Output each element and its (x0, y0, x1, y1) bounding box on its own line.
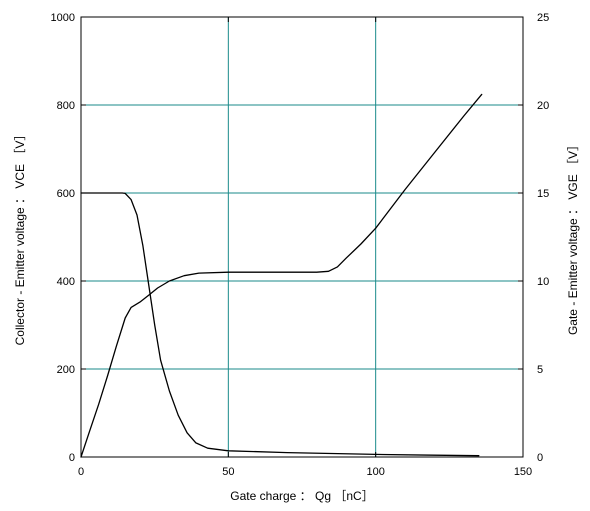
y-left-tick-label-3: 600 (57, 188, 75, 200)
series-layer (80, 93, 483, 458)
y-right-tick-label-4: 20 (537, 100, 549, 112)
y-right-tick-label-5: 25 (537, 12, 549, 24)
x-axis-title: Gate charge ： Qg ［nC］ (230, 489, 373, 503)
ticks: 0 50 100 150 0 200 400 600 800 1000 0 5 10 15 20 25 (51, 12, 550, 478)
y-left-tick-label-0: 0 (69, 452, 75, 464)
y-left-tick-label-1: 200 (57, 364, 75, 376)
plot-frame (80, 16, 524, 458)
y-left-tick-label-5: 1000 (51, 12, 75, 24)
y-axis-left-title: Collector - Emitter voltage ： VCE ［V］ (13, 129, 27, 346)
series-line-left (80, 192, 480, 457)
y-axis-right-title: Gate - Emitter voltage ： VGE ［V］ (566, 139, 580, 335)
y-right-tick-label-3: 15 (537, 188, 549, 200)
x-tick-label-1: 50 (222, 466, 234, 478)
y-left-tick-label-4: 800 (57, 100, 75, 112)
y-right-tick-label-1: 5 (537, 364, 543, 376)
y-right-tick-label-2: 10 (537, 276, 549, 288)
x-tick-label-2: 100 (366, 466, 384, 478)
y-right-tick-label-0: 0 (537, 452, 543, 464)
x-tick-label-0: 0 (78, 466, 84, 478)
grid (81, 17, 523, 457)
x-tick-label-3: 150 (514, 466, 532, 478)
series-line-right (80, 93, 483, 458)
y-left-tick-label-2: 400 (57, 276, 75, 288)
